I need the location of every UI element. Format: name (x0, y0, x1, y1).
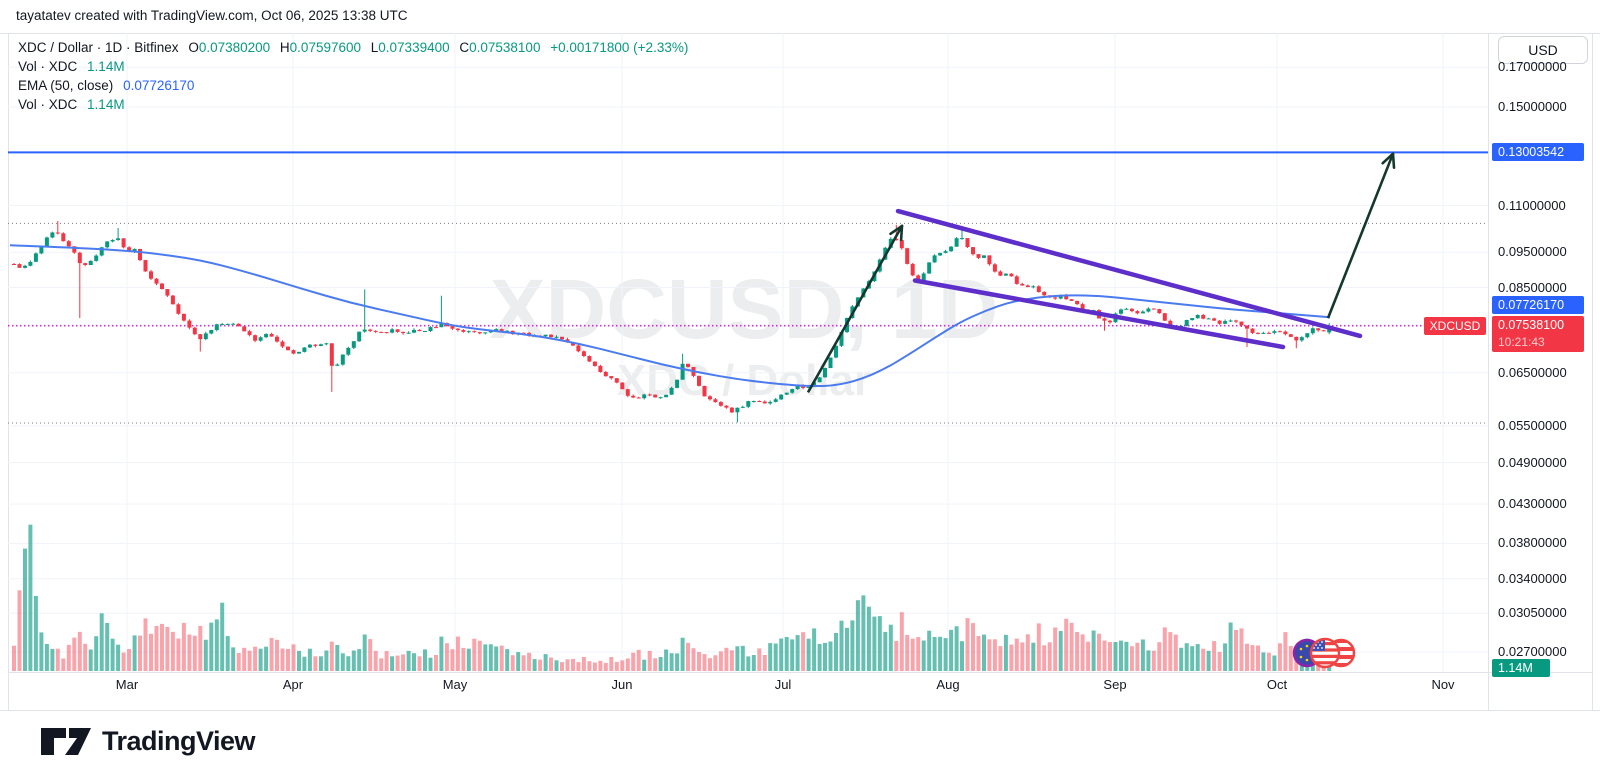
ohlc-open: O0.07380200 (188, 40, 271, 55)
chart-bottom-border (0, 710, 1600, 711)
price-tick-label: 0.04900000 (1498, 455, 1567, 470)
legend-ema-row[interactable]: EMA (50, close) 0.07726170 (18, 76, 688, 95)
legend-volume-row-2[interactable]: Vol · XDC 1.14M (18, 95, 688, 114)
symbol-price-tag: XDCUSD (1424, 317, 1486, 335)
month-label-mar: Mar (115, 677, 139, 692)
ema-study-value: 0.07726170 (123, 78, 195, 93)
time-axis-separator (8, 672, 1592, 673)
price-tick-label: 0.15000000 (1498, 99, 1567, 114)
legend-volume-row[interactable]: Vol · XDC 1.14M (18, 57, 688, 76)
tradingview-brand[interactable]: TradingView (40, 724, 256, 758)
attribution-text: tayatatev created with TradingView.com, … (16, 8, 408, 23)
month-label-nov: Nov (1431, 677, 1455, 692)
last-price-value: 0.07538100 (1498, 318, 1565, 332)
time-axis[interactable]: Mar Apr May Jun Jul Aug Sep Oct Nov (8, 672, 1592, 710)
bar-countdown: 10:21:43 (1498, 335, 1545, 349)
chart-left-border (8, 33, 9, 710)
price-tick-label: 0.04300000 (1498, 496, 1567, 511)
month-label-sep: Sep (1103, 677, 1127, 692)
month-label-jul: Jul (774, 677, 792, 692)
month-label-oct: Oct (1266, 677, 1288, 692)
symbol-title: XDC / Dollar · 1D · Bitfinex (18, 40, 179, 55)
price-chart-canvas[interactable] (0, 0, 1600, 710)
month-label-apr: Apr (282, 677, 304, 692)
ohlc-close: C0.07538100 (459, 40, 541, 55)
price-tick-label: 0.02700000 (1498, 644, 1567, 659)
gridlines (8, 33, 1488, 672)
price-tick-label: 0.17000000 (1498, 59, 1567, 74)
flag-stickers-icon[interactable] (1292, 630, 1356, 676)
chart-right-border (1592, 33, 1593, 710)
price-tick-label: 0.03050000 (1498, 605, 1567, 620)
breakout-arrow[interactable] (1326, 152, 1396, 319)
us-flag-icon (1309, 637, 1341, 669)
price-tick-label: 0.11000000 (1498, 198, 1566, 213)
ema-50-line[interactable] (9, 244, 1331, 388)
rally-arrow[interactable] (806, 224, 904, 394)
month-label-jun: Jun (611, 677, 633, 692)
wedge-upper-trendline[interactable] (895, 208, 1363, 339)
price-tick-label: 0.06500000 (1498, 365, 1567, 380)
ema-price-label: 0.07726170 (1492, 296, 1584, 314)
price-tick-label: 0.08500000 (1498, 280, 1567, 295)
volume-study-label: Vol · XDC (18, 59, 78, 74)
price-tick-label: 0.09500000 (1498, 244, 1567, 259)
month-label-aug: Aug (936, 677, 960, 692)
price-axis-separator[interactable] (1488, 33, 1489, 710)
currency-toggle-button[interactable]: USD (1498, 36, 1588, 64)
price-tick-label: 0.03800000 (1498, 535, 1567, 550)
candlestick-series (12, 221, 1332, 423)
tradingview-logo-icon (41, 728, 91, 755)
ohlc-low: L0.07339400 (370, 40, 450, 55)
legend-symbol-row[interactable]: XDC / Dollar · 1D · Bitfinex O0.07380200… (18, 38, 688, 57)
target-price-label: 0.13003542 (1492, 143, 1584, 161)
last-price-label: 0.07538100 10:21:43 (1492, 316, 1584, 352)
month-label-may: May (442, 677, 468, 692)
volume-axis-label: 1.14M (1492, 659, 1550, 677)
wedge-lower-trendline[interactable] (912, 278, 1286, 350)
ema-study-label: EMA (50, close) (18, 78, 114, 93)
ohlc-high: H0.07597600 (279, 40, 361, 55)
chart-top-border (0, 33, 1600, 34)
volume-study-value: 1.14M (87, 59, 125, 74)
change-value: +0.00171800 (+2.33%) (550, 40, 689, 55)
volume-study-label-2: Vol · XDC (18, 97, 78, 112)
brand-name: TradingView (102, 725, 256, 756)
price-tick-label: 0.05500000 (1498, 418, 1567, 433)
volume-bars (12, 524, 1332, 671)
chart-legend: XDC / Dollar · 1D · Bitfinex O0.07380200… (18, 38, 688, 114)
price-tick-label: 0.03400000 (1498, 571, 1567, 586)
volume-study-value-2: 1.14M (87, 97, 125, 112)
price-axis[interactable]: USD 0.17000000 0.15000000 0.11000000 0.0950… (1488, 33, 1600, 677)
